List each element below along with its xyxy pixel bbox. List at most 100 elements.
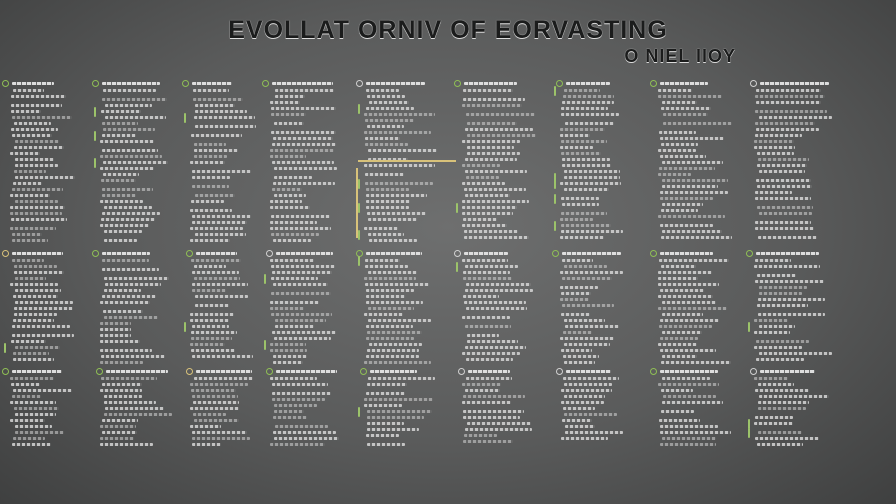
text-line [364, 313, 403, 316]
text-line [366, 200, 411, 203]
text-line [365, 173, 405, 176]
text-line [663, 395, 717, 398]
text-line [13, 437, 46, 440]
text-line [368, 149, 437, 152]
text-line [467, 146, 515, 149]
text-line [368, 158, 409, 161]
text-line [191, 134, 242, 137]
text-line [658, 295, 714, 298]
text-line [12, 116, 73, 119]
text-line [190, 313, 234, 316]
text-line [660, 155, 706, 158]
text-line [366, 325, 413, 328]
text-line [465, 170, 527, 173]
text-line [105, 116, 167, 119]
text-line [270, 200, 302, 203]
text-line [194, 155, 228, 158]
text-line-heading [566, 370, 611, 373]
text-line [660, 337, 698, 340]
text-line [368, 218, 418, 221]
text-line [659, 325, 712, 328]
text-line [190, 407, 240, 410]
text-line [10, 227, 57, 230]
green-tick [748, 322, 750, 332]
text-line [12, 395, 41, 398]
text-line [192, 355, 254, 358]
text-line [561, 389, 612, 392]
text-line [757, 304, 808, 307]
text-line [100, 437, 135, 440]
text-line [368, 271, 417, 274]
text-line [366, 107, 414, 110]
text-line [102, 194, 136, 197]
text-line [104, 401, 156, 404]
green-tick [358, 230, 360, 240]
green-tick [748, 428, 750, 438]
text-line [659, 167, 716, 170]
text-line [562, 304, 615, 307]
text-line [367, 410, 432, 413]
text-line [560, 271, 623, 274]
green-tick [358, 256, 360, 266]
green-tick [94, 107, 96, 117]
text-line-heading [196, 370, 253, 373]
text-line [274, 437, 340, 440]
text-line [104, 413, 172, 416]
text-line [463, 277, 512, 280]
text-line [754, 140, 795, 143]
text-line [561, 152, 602, 155]
text-line [100, 361, 143, 364]
text-line-heading [12, 370, 62, 373]
text-line [194, 377, 254, 380]
text-line [757, 274, 797, 277]
text-line [756, 179, 812, 182]
text-line [190, 209, 233, 212]
text-line [759, 286, 808, 289]
green-tick [4, 343, 6, 353]
text-line [560, 128, 605, 131]
text-line [275, 319, 327, 322]
text-line [270, 301, 319, 304]
text-line [102, 268, 159, 271]
text-line [366, 188, 410, 191]
text-line [759, 292, 802, 295]
text-line [195, 304, 229, 307]
text-line [662, 331, 703, 334]
text-line [364, 131, 432, 134]
text-line [271, 233, 320, 236]
text-line [100, 301, 151, 304]
text-line [15, 431, 65, 434]
text-line [364, 164, 435, 167]
text-line [193, 89, 230, 92]
text-line [562, 277, 612, 280]
text-line [103, 128, 155, 131]
text-line [272, 398, 325, 401]
text-line [366, 392, 405, 395]
text-line [462, 383, 502, 386]
text-line [10, 419, 46, 422]
green-tick [456, 262, 458, 272]
text-line [105, 283, 162, 286]
text-line-heading [660, 82, 708, 85]
text-line [465, 325, 512, 328]
text-line [759, 395, 829, 398]
bullet-marker [360, 368, 367, 375]
text-line [192, 271, 240, 274]
text-line [10, 212, 62, 215]
text-line [562, 419, 592, 422]
text-line [562, 203, 600, 206]
text-line [463, 89, 513, 92]
text-line [100, 224, 150, 227]
text-line [195, 104, 235, 107]
page-subtitle: O NIEL IIOY [624, 46, 736, 66]
text-line [462, 259, 508, 262]
text-line [104, 395, 143, 398]
text-line [466, 283, 531, 286]
text-line [100, 334, 132, 337]
text-line [10, 377, 55, 380]
text-line [755, 227, 814, 230]
text-line [194, 419, 239, 422]
text-line [465, 289, 533, 292]
bullet-marker [266, 250, 273, 257]
text-line [564, 361, 595, 364]
